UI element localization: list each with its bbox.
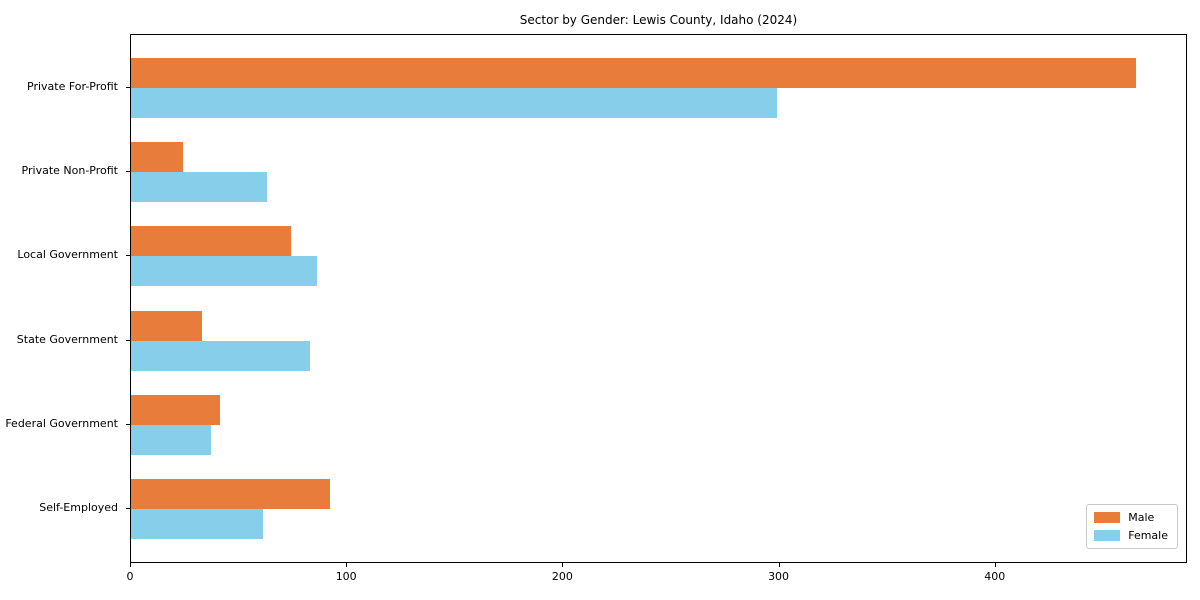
- ytick-label-private-for-profit: Private For-Profit: [27, 80, 118, 93]
- ytick-mark: [126, 171, 130, 173]
- xtick-mark: [994, 563, 996, 567]
- legend-swatch-male: [1094, 512, 1121, 523]
- legend-item-male: Male: [1094, 511, 1168, 524]
- bar-female-federal-government: [131, 424, 211, 455]
- ytick-label-private-non-profit: Private Non-Profit: [21, 164, 118, 178]
- xtick-label-0: 0: [126, 570, 134, 583]
- chart-title: Sector by Gender: Lewis County, Idaho (2…: [519, 13, 798, 27]
- plot-area: Male Female: [130, 34, 1187, 563]
- ytick-mark: [126, 339, 130, 341]
- bar-male-state-government: [131, 310, 203, 341]
- xtick-mark: [346, 563, 348, 567]
- bar-female-state-government: [131, 340, 311, 371]
- ytick-label-federal-government: Federal Government: [5, 416, 118, 430]
- ytick-label-self-employed: Self-Employed: [39, 501, 118, 514]
- bar-female-local-government: [131, 256, 317, 287]
- bar-male-private-non-profit: [131, 142, 183, 173]
- bar-male-private-for-profit: [131, 58, 1137, 88]
- xtick-label-200: 200: [551, 570, 573, 583]
- ytick-mark: [126, 508, 130, 509]
- legend: Male Female: [1086, 504, 1178, 549]
- bar-female-private-for-profit: [131, 88, 778, 118]
- xtick-mark: [130, 563, 131, 567]
- ytick-mark: [126, 87, 130, 88]
- bar-male-self-employed: [131, 479, 330, 509]
- legend-swatch-female: [1094, 530, 1121, 541]
- legend-item-female: Female: [1094, 529, 1168, 542]
- ytick-label-state-government: State Government: [16, 332, 118, 346]
- ytick-mark: [126, 255, 130, 257]
- legend-label-female: Female: [1128, 529, 1168, 542]
- legend-label-male: Male: [1128, 511, 1155, 524]
- xtick-mark: [778, 563, 780, 567]
- bar-female-private-non-profit: [131, 172, 268, 203]
- bar-female-self-employed: [131, 509, 263, 539]
- xtick-mark: [562, 563, 564, 567]
- xtick-label-400: 400: [984, 570, 1006, 583]
- ytick-mark: [126, 423, 130, 425]
- ytick-label-local-government: Local Government: [17, 248, 118, 262]
- xtick-label-300: 300: [768, 570, 790, 583]
- bar-male-local-government: [131, 226, 291, 257]
- xtick-label-100: 100: [335, 570, 357, 583]
- bar-male-federal-government: [131, 394, 220, 425]
